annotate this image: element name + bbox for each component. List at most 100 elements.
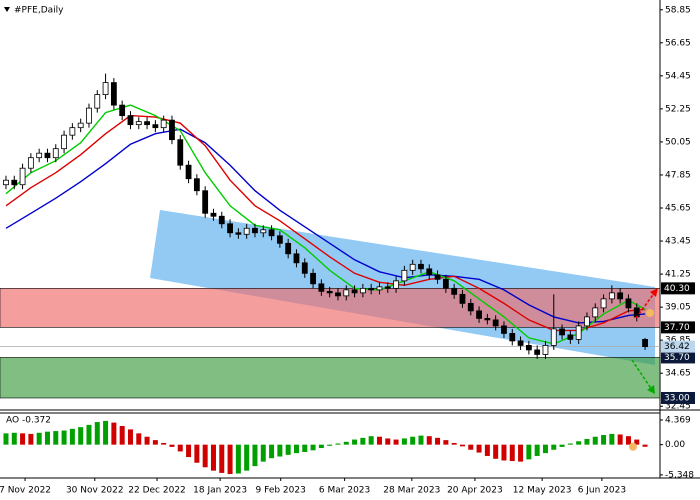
y-tick-label: 45.65	[665, 204, 691, 214]
candle-body	[86, 107, 92, 124]
ao-bar	[542, 444, 548, 454]
candle-body	[434, 274, 441, 280]
ao-bar	[335, 443, 341, 445]
x-tick-label: 7 Nov 2022	[0, 486, 51, 496]
zone	[0, 357, 661, 399]
ao-bar	[551, 444, 557, 450]
price-label: 35.70	[664, 353, 690, 363]
candle-body	[210, 212, 217, 217]
ao-bar	[3, 433, 9, 445]
candle-body	[52, 148, 59, 159]
candle-body	[110, 82, 117, 106]
moving-average	[5, 114, 646, 332]
candle-body	[160, 119, 167, 129]
candle-body	[401, 269, 408, 282]
ao-bar	[111, 422, 117, 445]
ao-bar	[53, 431, 59, 445]
candle-body	[608, 292, 615, 300]
ao-bar	[36, 432, 42, 445]
ao-bar	[559, 444, 565, 447]
candle-body	[550, 328, 557, 346]
candle-body	[326, 290, 333, 294]
ao-bar	[518, 444, 524, 462]
price-label: 33.00	[664, 393, 690, 403]
ao-bar	[227, 444, 233, 475]
candle-body	[509, 333, 516, 342]
candle-body	[335, 292, 341, 297]
ao-bar	[592, 436, 598, 445]
ao-bar	[152, 440, 158, 445]
x-tick-label: 28 Mar 2023	[383, 486, 440, 496]
ao-bar	[28, 433, 34, 445]
candle-body	[393, 280, 399, 289]
ao-bar	[61, 430, 67, 445]
ao-label: AO	[6, 416, 19, 426]
candle-body	[476, 310, 482, 319]
candle-body	[426, 268, 433, 276]
y-tick-label: 54.45	[665, 71, 691, 81]
current-price-box	[661, 340, 695, 353]
ao-bar	[119, 426, 125, 445]
candle-body	[144, 121, 150, 126]
candle-body	[492, 319, 499, 327]
candle-body	[592, 307, 599, 318]
ao-bar	[44, 431, 50, 445]
ao-bar	[360, 437, 366, 445]
ao-bar	[310, 444, 316, 451]
ao-bar	[343, 441, 349, 445]
marker	[629, 442, 637, 451]
ao-bar	[634, 439, 640, 445]
price-label-box	[661, 351, 695, 364]
price-label-box	[661, 282, 695, 295]
ao-bar	[327, 444, 333, 446]
ao-bar	[252, 444, 258, 467]
ao-bar	[484, 444, 490, 456]
y-tick-label: 34.65	[665, 369, 691, 379]
candle-body	[517, 340, 524, 346]
y-tick-label: 43.45	[665, 237, 691, 247]
price-label-box	[661, 321, 695, 334]
x-tick-label: 12 May 2023	[513, 486, 572, 496]
candle-body	[525, 345, 532, 351]
candle-body	[218, 215, 225, 225]
ao-bar	[617, 434, 623, 445]
arrow-head	[647, 385, 655, 394]
price-label-box	[661, 391, 695, 404]
candle-body	[467, 302, 474, 312]
ao-bar	[11, 432, 17, 445]
candle-body	[642, 339, 648, 348]
candle-body	[119, 104, 126, 117]
candle-body	[600, 298, 607, 309]
x-tick-label: 22 Dec 2022	[128, 486, 186, 496]
ao-bar	[210, 444, 216, 471]
ao-bar	[410, 436, 416, 445]
ao-bar	[202, 444, 208, 468]
candle-body	[276, 235, 283, 244]
x-tick-label: 6 Mar 2023	[319, 486, 370, 496]
ao-bar	[260, 444, 266, 462]
ao-bar	[161, 442, 167, 445]
ao-bar	[194, 444, 200, 463]
y-tick-label: 39.05	[665, 303, 691, 313]
candle-body	[617, 292, 624, 300]
ao-bar	[186, 444, 192, 458]
ao-bar	[401, 438, 407, 445]
y-tick-label: 52.25	[665, 104, 691, 114]
ao-bar	[136, 433, 142, 445]
ao-bar	[20, 433, 26, 445]
arrow	[631, 359, 653, 391]
arrow	[635, 291, 656, 319]
candle-body	[310, 272, 316, 285]
ao-bar	[576, 441, 582, 445]
candle-body	[285, 242, 292, 255]
ao-bar	[103, 420, 109, 445]
ao-bar	[78, 427, 84, 445]
moving-average	[5, 128, 646, 324]
ao-bar	[368, 436, 374, 445]
candle-body	[384, 286, 391, 289]
candle-body	[260, 229, 267, 234]
candle-body	[359, 287, 366, 294]
x-tick-label: 20 Apr 2023	[447, 486, 503, 496]
candle-body	[633, 307, 640, 318]
y-tick-label: 58.85	[665, 5, 691, 15]
